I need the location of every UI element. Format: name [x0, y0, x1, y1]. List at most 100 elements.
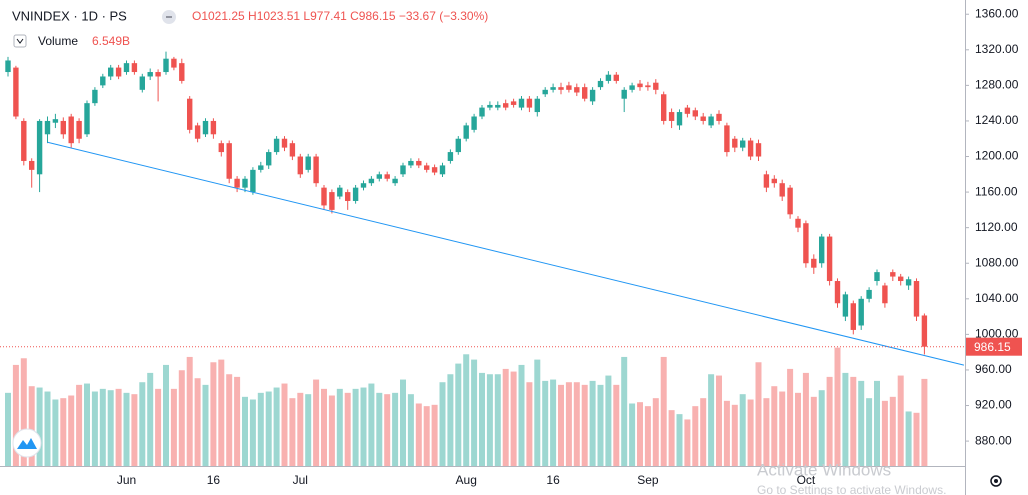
candle-body	[21, 120, 27, 161]
volume-bar	[28, 386, 35, 466]
volume-bar	[684, 419, 691, 466]
candle-body	[360, 183, 367, 188]
volume-bar	[723, 400, 730, 466]
candle-body	[29, 160, 35, 170]
watermark-title: Activate Windows	[757, 460, 891, 479]
candle-body	[597, 80, 604, 88]
candle-body	[613, 74, 619, 81]
candle-body	[471, 116, 477, 130]
y-tick-label: 1120.00	[975, 220, 1018, 234]
candle-body	[605, 74, 612, 81]
volume-bar	[131, 394, 138, 466]
candle-body	[68, 116, 74, 144]
volume-bar	[542, 380, 549, 466]
volume-value: 6.549B	[92, 34, 130, 48]
y-tick-label: 920.00	[975, 398, 1012, 412]
candle-body	[392, 178, 398, 184]
volume-bar	[479, 372, 485, 466]
volume-bar	[60, 398, 67, 466]
volume-bar	[637, 402, 643, 466]
candle-body	[890, 272, 896, 277]
logo[interactable]	[12, 428, 42, 458]
candle-body	[724, 125, 730, 153]
volume-bar	[392, 392, 399, 466]
volume-bar	[257, 392, 264, 466]
volume-bar	[605, 375, 612, 466]
candle-body	[194, 125, 201, 139]
volume-bar	[526, 382, 533, 466]
candle-body	[305, 156, 311, 170]
logo-glyph	[17, 438, 37, 449]
y-tick-label: 1160.00	[975, 184, 1018, 198]
candle-body	[874, 272, 880, 282]
volume-bar	[170, 388, 177, 466]
candle-body	[273, 138, 280, 153]
candle-body	[495, 104, 501, 108]
candle-body	[281, 138, 288, 148]
candle-body	[558, 87, 564, 90]
candle-body	[582, 87, 588, 99]
y-tick-label: 1200.00	[975, 149, 1019, 163]
candle-body	[566, 85, 572, 90]
volume-bar	[360, 387, 367, 466]
candle-body	[258, 165, 264, 170]
candle-body	[645, 85, 651, 88]
volume-bar	[494, 374, 501, 466]
candle-body	[84, 103, 90, 135]
volume-bar	[313, 379, 320, 466]
volume-bar	[858, 380, 865, 466]
volume-bar	[336, 388, 343, 466]
candle-body	[716, 113, 722, 121]
candle-body	[842, 294, 849, 317]
settings-center	[994, 479, 998, 483]
candle-body	[455, 138, 461, 153]
candle-body	[250, 169, 256, 193]
volume-bar	[486, 374, 493, 466]
volume-bar	[123, 392, 130, 466]
volume-title: Volume	[38, 34, 78, 48]
volume-bar	[866, 398, 873, 466]
candle-body	[321, 187, 327, 206]
x-tick-label: Jul	[293, 473, 308, 487]
trendline	[47, 141, 965, 366]
volume-bar	[139, 382, 146, 466]
candle-body	[289, 143, 296, 157]
candle-body	[329, 192, 335, 210]
candle-body	[171, 58, 177, 68]
candle-body	[345, 192, 351, 201]
candle-body	[36, 120, 43, 175]
volume-bar	[155, 388, 162, 466]
candle-body	[384, 174, 390, 179]
volume-bar	[423, 406, 430, 466]
volume-bar	[795, 392, 801, 466]
x-tick-label: Aug	[456, 473, 477, 487]
volume-bar	[368, 383, 375, 466]
candle-body	[463, 125, 469, 139]
candle-body	[637, 83, 643, 88]
volume-bar	[107, 390, 114, 466]
volume-bar	[716, 375, 722, 466]
settings-button[interactable]	[990, 475, 1002, 487]
candle-body	[921, 315, 928, 347]
volume-bar	[447, 374, 454, 466]
candle-body	[479, 107, 485, 117]
volume-bar	[384, 394, 391, 466]
candle-body	[534, 98, 540, 113]
collapse-button[interactable]	[13, 34, 27, 48]
candle-body	[202, 120, 209, 135]
y-tick-label: 880.00	[975, 433, 1012, 447]
volume-bar	[321, 388, 327, 466]
volume-bar	[265, 391, 272, 466]
candle-body	[416, 160, 422, 166]
volume-bar	[210, 362, 217, 466]
volume-bar	[289, 398, 296, 466]
watermark-text: Go to Settings to activate Windows.	[757, 483, 946, 495]
candle-body	[242, 178, 248, 188]
volume-bar	[352, 388, 359, 466]
candle-body	[226, 143, 232, 179]
candle-body	[13, 67, 19, 117]
volume-bar	[502, 368, 509, 466]
volume-bar	[708, 374, 715, 466]
candle-body	[52, 119, 59, 123]
candle-body	[408, 160, 414, 166]
